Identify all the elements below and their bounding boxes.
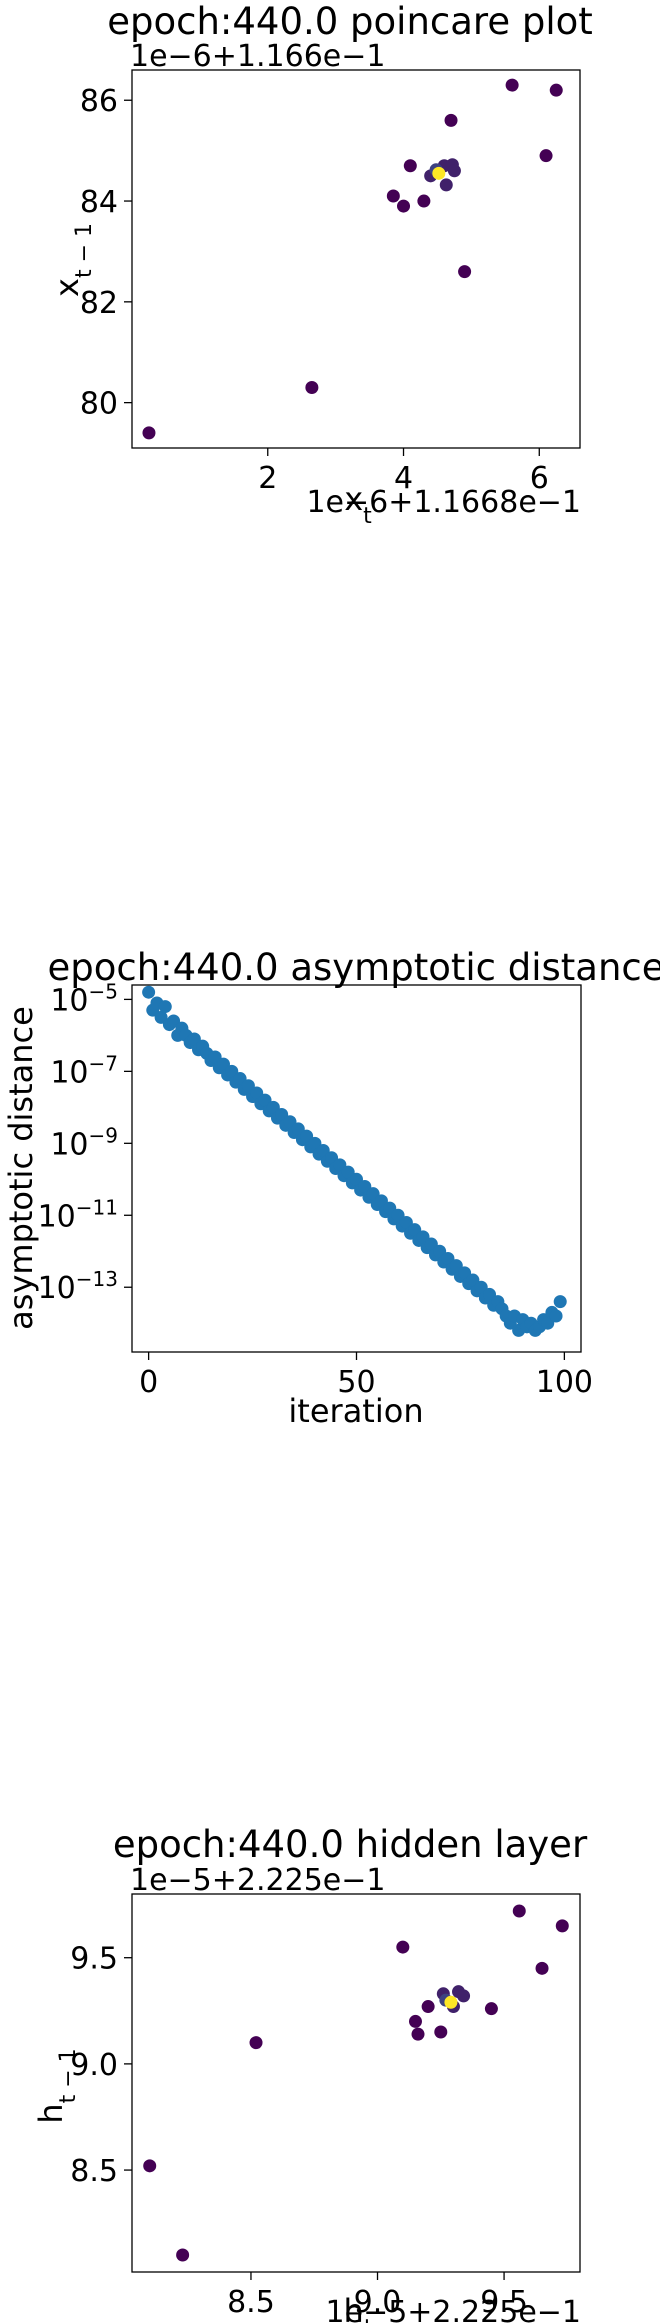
x-tick-label: 6 [530,461,549,496]
data-point [417,194,431,208]
y-ticks: 8.5 9.0 9.5 [70,1942,132,2189]
chart-title: epoch:440.0 poincare plot [107,0,593,43]
data-point [176,2248,190,2262]
x-tick-label: 100 [536,1365,593,1400]
y-axis-label: asymptotic distance [2,1006,40,1330]
y-axis-label: xt − 1 [48,223,97,297]
plot-frame [131,1893,581,2273]
y-tick-base: 10 [38,1271,76,1306]
x-offset-label: 1e−6+1.1668e−1 [306,485,581,520]
y-tick-base: 10 [38,1199,76,1234]
data-point [143,2159,157,2173]
y-offset-label: 1e−6+1.166e−1 [130,39,385,74]
data-point [403,159,417,173]
data-point [484,2002,498,2016]
data-point [142,426,156,440]
x-offset-label: 1e−5+2.225e−1 [326,2295,581,2323]
plot-frame [131,69,581,449]
x-tick-label: 9.5 [480,2285,528,2320]
y-tick-exponent: −11 [76,1195,118,1219]
x-tick-label: 8.5 [227,2285,275,2320]
data-point [539,149,553,163]
data-point [555,1919,569,1933]
y-tick-label: 8.5 [70,2154,118,2189]
y-axis-label: ht − 1 [32,2048,81,2123]
y-tick-exponent: −9 [89,1123,118,1147]
data-point [535,1961,549,1975]
y-offset-label: 1e−5+2.225e−1 [130,1863,385,1898]
y-tick-label: 10−13 [38,1267,118,1306]
data-point [411,2027,425,2041]
y-tick-base: 10 [50,1055,88,1090]
data-point [305,381,319,395]
y-tick-label: 80 [80,387,118,422]
data-point [549,83,563,97]
data-point [142,985,156,999]
y-tick-base: 10 [50,983,88,1018]
data-point [434,2025,448,2039]
data-point [158,1000,172,1014]
data-point [549,1309,563,1323]
y-tick-label: 10−9 [50,1123,118,1162]
poincare-chart: epoch:440.0 poincare plot 1e−6+1.166e−1 … [48,0,593,529]
y-axis-label-subscript: t − 1 [56,2048,81,2103]
x-axis-label-subscript: t [363,504,372,529]
y-tick-label: 10−7 [50,1051,118,1090]
x-axis-label-base: h [344,2292,364,2323]
asymptotic-distance-chart: epoch:440.0 asymptotic distance 10−510−7… [2,946,660,1430]
data-point [439,178,453,192]
data-point [458,265,472,279]
x-tick-label: 50 [337,1365,375,1400]
data-point [444,1995,458,2009]
data-point [505,78,519,92]
data-points [142,985,567,1337]
x-ticks: 0 50 100 [139,1352,593,1400]
y-axis-label-base: x [48,278,86,297]
x-axis-label-subscript: t [364,2316,373,2323]
y-tick-label: 10−5 [50,979,118,1018]
data-points [143,1904,569,2262]
hidden-layer-chart: epoch:440.0 hidden layer 1e−5+2.225e−1 8… [32,1823,588,2323]
y-tick-base: 10 [50,1127,88,1162]
x-tick-label: 4 [394,461,413,496]
y-tick-label: 9.0 [70,2048,118,2083]
x-tick-label: 2 [258,461,277,496]
data-point [444,113,458,127]
y-tick-label: 9.5 [70,1942,118,1977]
chart-title: epoch:440.0 hidden layer [113,1823,588,1866]
y-tick-label: 82 [80,286,118,321]
y-ticks: 80 82 84 86 [80,84,132,422]
data-point [386,189,400,203]
data-point [447,164,461,178]
x-tick-label: 9.0 [354,2285,402,2320]
x-axis-label: iteration [288,1392,423,1430]
data-point [512,1904,526,1918]
data-points [142,78,563,440]
x-ticks: 2 4 6 [258,448,549,496]
data-point [457,1989,471,2003]
data-point [397,199,411,213]
y-tick-label: 86 [80,84,118,119]
data-point [396,1940,410,1954]
y-axis-label-base: h [32,2103,70,2123]
x-ticks: 8.5 9.0 9.5 [227,2272,528,2320]
data-point [408,2014,422,2028]
x-axis-label: ht [344,2292,373,2323]
y-tick-exponent: −5 [89,979,118,1003]
y-tick-exponent: −13 [76,1267,118,1291]
y-axis-label-subscript: t − 1 [72,223,97,278]
y-tick-exponent: −7 [89,1051,118,1075]
x-axis-label: xt [344,480,372,529]
data-point [249,2036,263,2050]
data-point [553,1295,567,1309]
x-axis-label-base: x [344,480,363,518]
chart-title: epoch:440.0 asymptotic distance [47,946,660,989]
y-tick-label: 10−11 [38,1195,118,1234]
x-tick-label: 0 [139,1365,158,1400]
data-point [421,2000,435,2014]
data-point [432,166,446,180]
y-tick-label: 84 [80,185,118,220]
